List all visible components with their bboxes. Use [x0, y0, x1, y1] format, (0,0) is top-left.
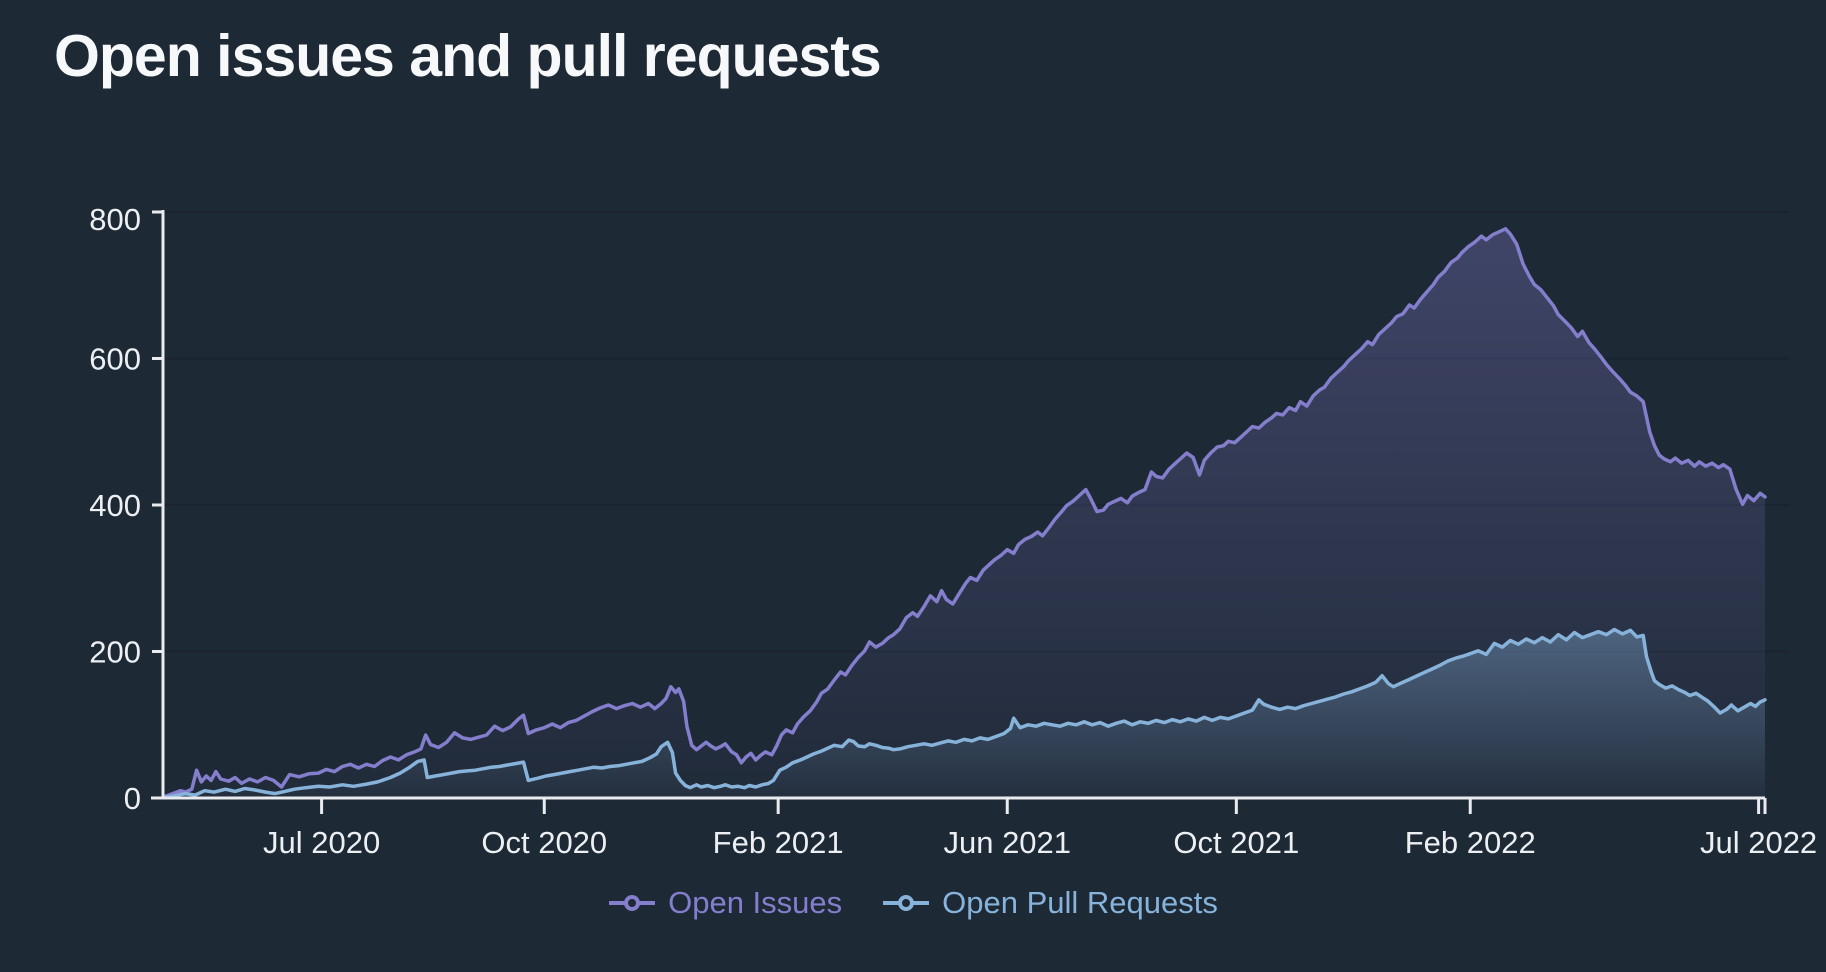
y-tick-label: 800	[89, 202, 141, 237]
y-axis-labels: 0 200 400 600 800	[89, 202, 141, 816]
x-axis-labels: Jul 2020 Oct 2020 Feb 2021 Jun 2021 Oct …	[263, 825, 1817, 860]
x-tick-label: Feb 2022	[1405, 825, 1536, 860]
chart-legend: Open Issues Open Pull Requests	[0, 885, 1826, 921]
legend-item-open-pull-requests[interactable]: Open Pull Requests	[882, 885, 1218, 921]
x-tick-label: Jul 2022	[1700, 825, 1817, 860]
page-title: Open issues and pull requests	[54, 23, 882, 89]
series-areas	[162, 227, 1767, 800]
axes	[151, 210, 1767, 814]
x-tick-label: Oct 2020	[481, 825, 607, 860]
x-tick-label: Oct 2021	[1173, 825, 1299, 860]
y-tick-label: 400	[89, 488, 141, 523]
y-tick-label: 600	[89, 342, 141, 377]
x-tick-label: Jun 2021	[943, 825, 1071, 860]
legend-label: Open Issues	[668, 885, 843, 920]
x-tick-label: Feb 2021	[713, 825, 844, 860]
y-tick-label: 200	[89, 635, 141, 670]
x-tick-label: Jul 2020	[263, 825, 380, 860]
y-tick-label: 0	[124, 781, 141, 816]
legend-label: Open Pull Requests	[942, 885, 1218, 920]
legend-item-open-issues[interactable]: Open Issues	[608, 885, 842, 921]
line-circle-marker-icon	[609, 895, 656, 911]
line-circle-marker-icon	[883, 895, 930, 911]
